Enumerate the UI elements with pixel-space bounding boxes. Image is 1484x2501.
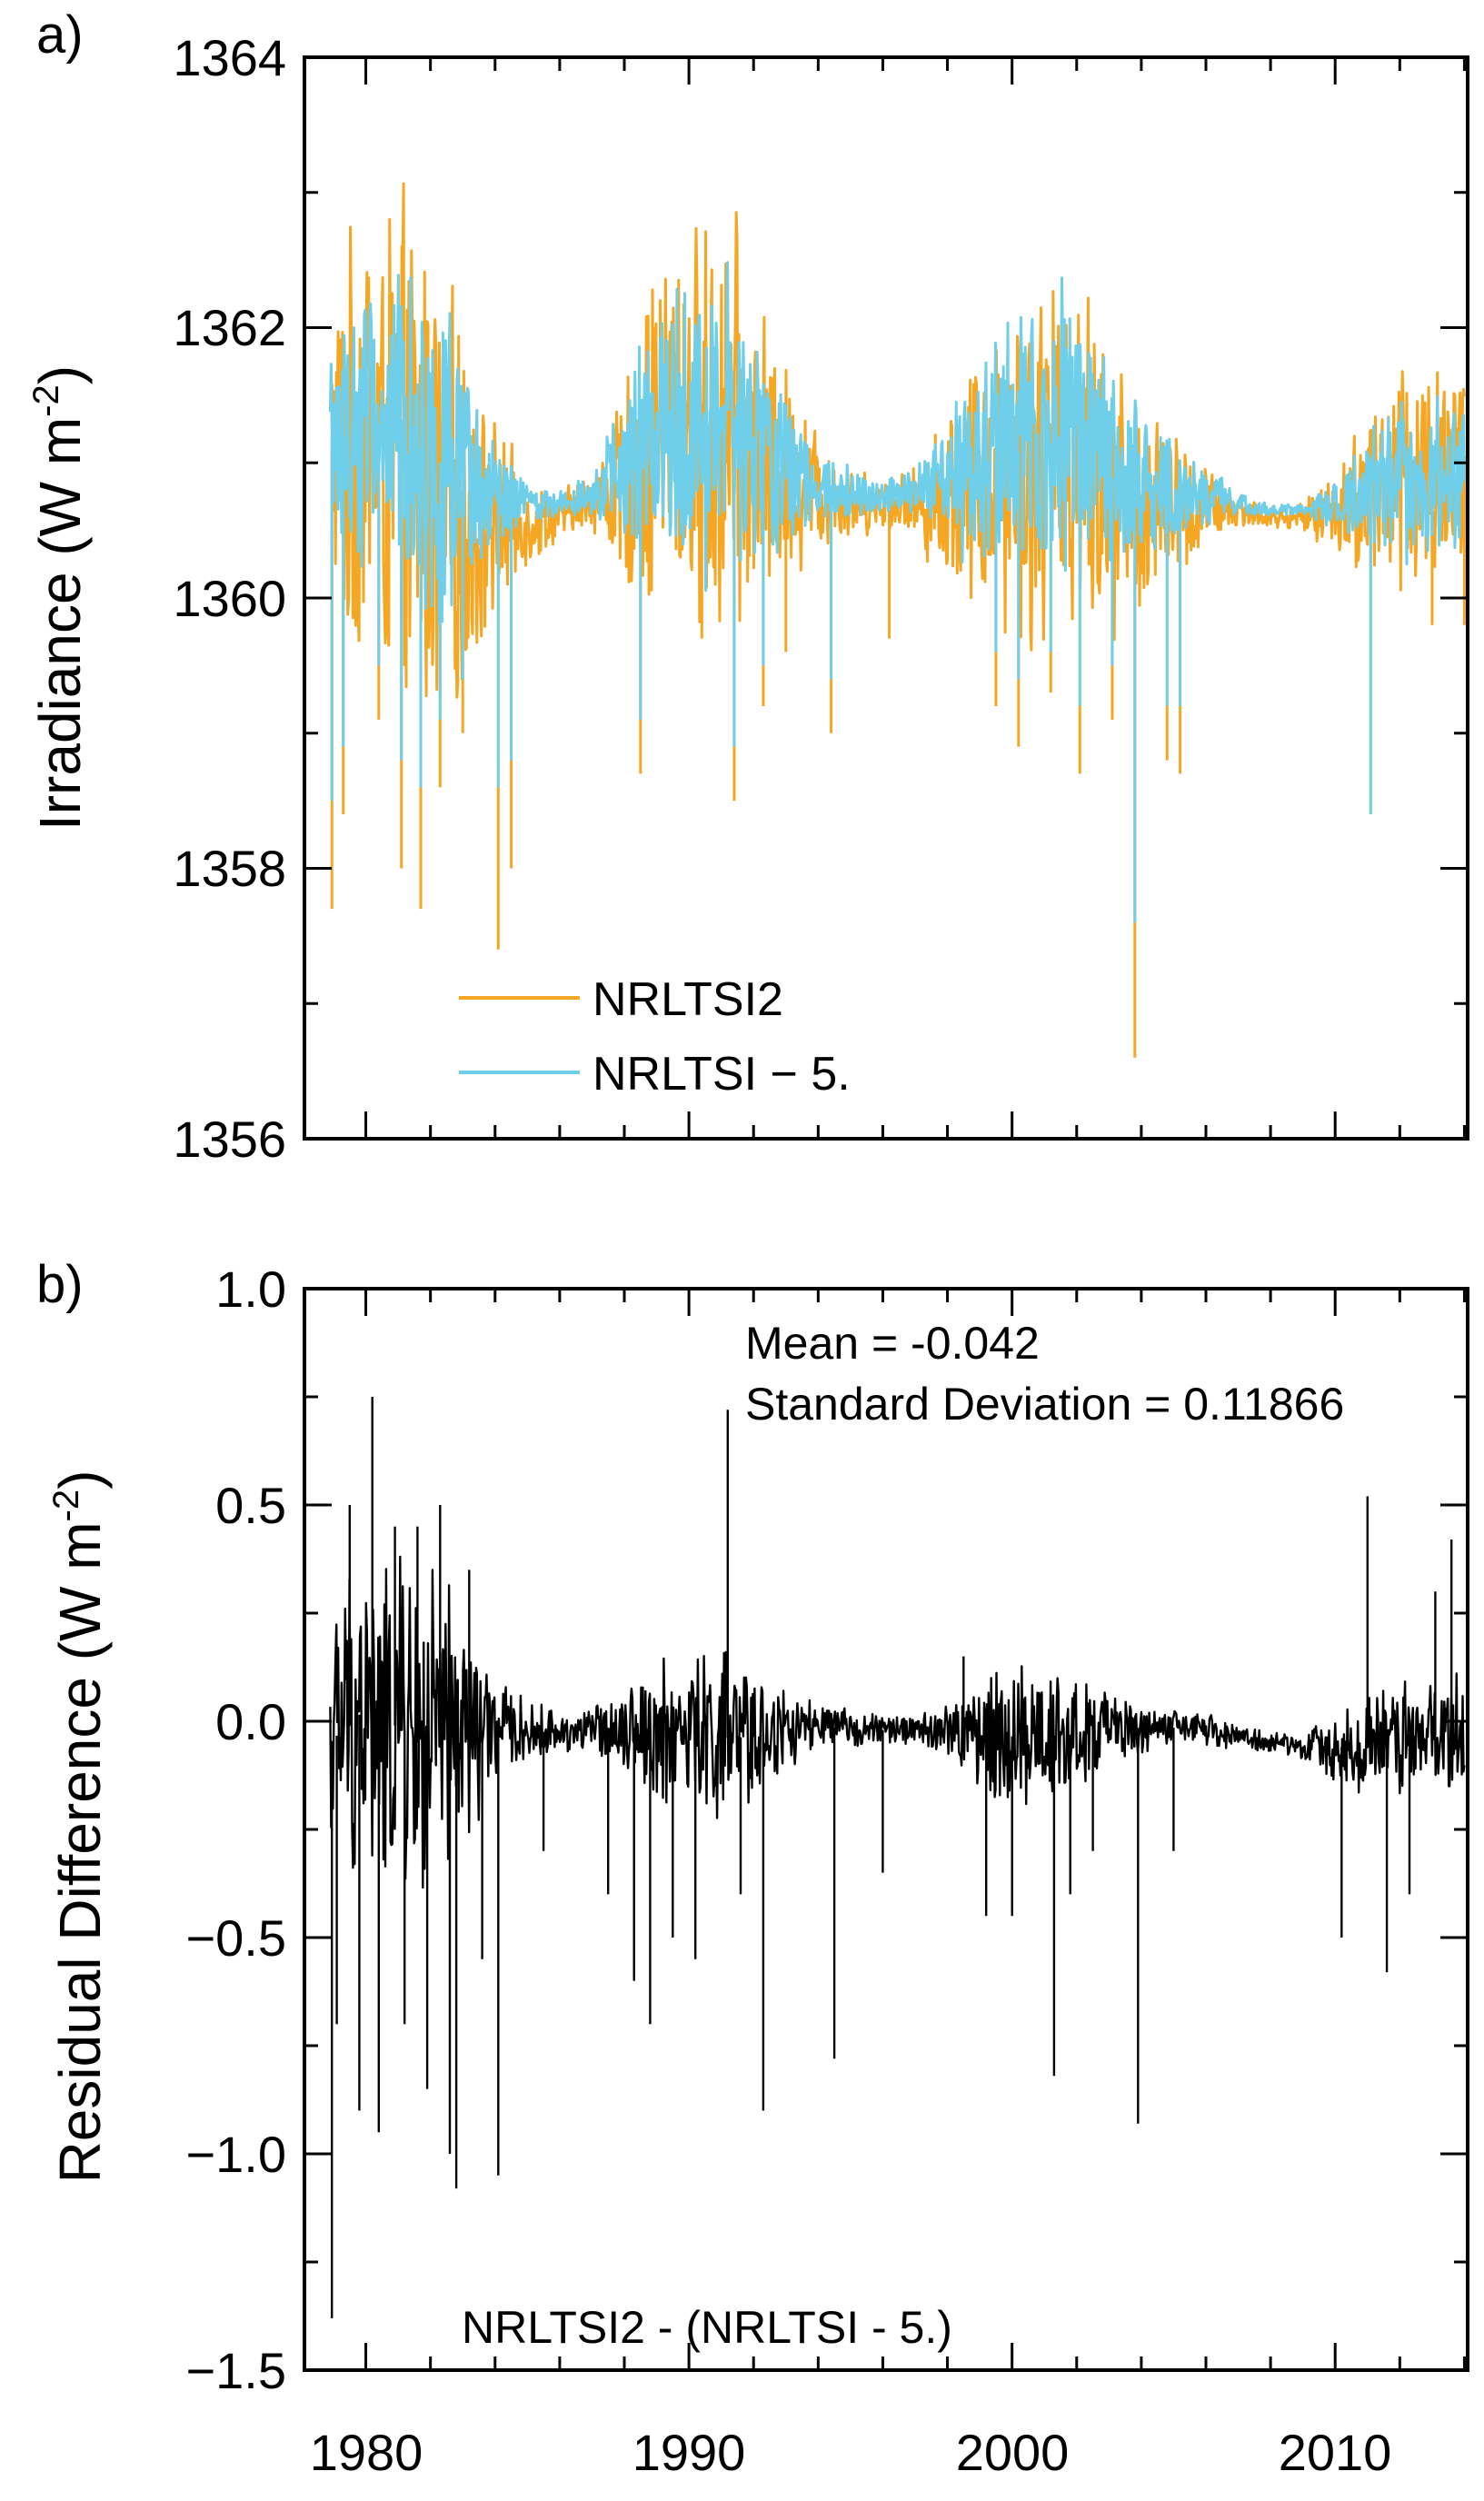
panel-b-ytick-label: −1.0 [185, 2126, 286, 2183]
panel-b-xtick-label: 2000 [956, 2424, 1070, 2481]
panel-b-ytick-label: 1.0 [215, 1260, 286, 1318]
panel-a-legend: NRLTSI2 NRLTSI − 5. [459, 973, 851, 1101]
panel-a-ytick-label: 1358 [173, 840, 286, 897]
panel-a-label: a) [36, 5, 84, 65]
panel-b-ytick-label: 0.5 [215, 1477, 286, 1534]
panel-b-frame [303, 1287, 1469, 2372]
panel-a: a) 1356 1358 1360 1362 1364 Irradiance (… [26, 5, 1469, 1168]
residual-line [329, 1555, 1466, 1889]
panel-a-ytick-label: 1356 [173, 1111, 286, 1168]
panel-a-ytick-label: 1360 [173, 570, 286, 627]
legend-label-nrltsi-5: NRLTSI − 5. [593, 1048, 851, 1101]
panel-a-ytick-label: 1364 [173, 29, 286, 86]
panel-a-ytick-label: 1362 [173, 299, 286, 356]
panel-b-ticks [304, 1287, 1468, 2372]
panel-a-y-axis-label: Irradiance (W m-2) [26, 365, 93, 831]
panel-b-ytick-label: 0.0 [215, 1693, 286, 1750]
panel-a-plot-area [328, 182, 1466, 1058]
annotation-mean: Mean = -0.042 [745, 1318, 1040, 1369]
panel-a-frame [303, 55, 1469, 1141]
panel-b-plot-area [329, 1397, 1466, 2318]
legend-label-nrltsi2: NRLTSI2 [593, 973, 783, 1026]
series-line-0 [328, 182, 1466, 699]
panel-b-xtick-label: 1980 [310, 2424, 423, 2481]
panel-b-xtick-label: 1990 [632, 2424, 746, 2481]
panel-b-label: b) [36, 1255, 84, 1314]
panel-b-ytick-label: −1.5 [185, 2342, 286, 2399]
panel-b: b) −1.5 −1.0 −0.5 0.0 0.5 1.0 1980 1990 … [36, 1255, 1469, 2481]
annotation-std-dev: Standard Deviation = 0.11866 [745, 1379, 1344, 1430]
panel-b-ytick-label: −0.5 [185, 1909, 286, 1967]
panel-b-y-axis-label: Residual Difference (W m-2) [46, 1470, 113, 2184]
panel-a-ticks [304, 55, 1468, 1141]
series-line-1 [328, 261, 1466, 625]
annotation-formula: NRLTSI2 - (NRLTSI - 5.) [462, 2302, 952, 2353]
panel-b-xtick-label: 2010 [1279, 2424, 1392, 2481]
